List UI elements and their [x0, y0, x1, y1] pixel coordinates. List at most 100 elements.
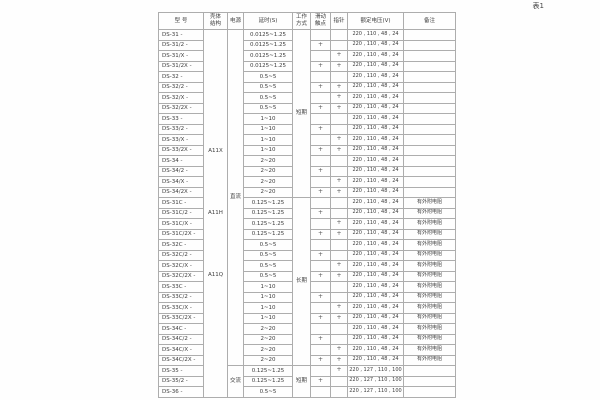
- table-row: DS-34/2X - 2~20 + +220 , 110 , 48 , 24: [158, 186, 456, 198]
- model-cell: DS-36 -: [158, 386, 204, 398]
- table-row: DS-33/X - 1~10 +220 , 110 , 48 , 24: [158, 134, 456, 146]
- voltage-cell: 220 , 110 , 48 , 24: [347, 312, 404, 324]
- slide-contact-mark: [310, 29, 331, 41]
- model-cell: DS-31C/2 -: [158, 207, 204, 219]
- note-cell: [403, 134, 456, 146]
- voltage-cell: 220 , 110 , 48 , 24: [347, 333, 404, 345]
- slide-contact-mark: [310, 281, 331, 293]
- pointer-mark: +: [330, 102, 348, 114]
- note-cell: [403, 81, 456, 93]
- table-row: DS-35 - 交流 0.125~1.25 短期 +220 , 127 , 110 , …: [158, 365, 456, 398]
- table-row: DS-32C/X - 0.5~5 +220 , 110 , 48 , 24 有外附电阻: [158, 260, 456, 272]
- shell-structure-label: A11H: [208, 210, 223, 217]
- delay-cell: 0.5~5: [243, 81, 293, 93]
- model-cell: DS-35 -: [158, 365, 204, 377]
- note-cell: 有外附电阻: [403, 344, 456, 356]
- model-cell: DS-33C/2 -: [158, 291, 204, 303]
- delay-cell: 2~20: [243, 333, 293, 345]
- table-row: DS-33C/2 - 1~10 +220 , 110 , 48 , 24 有外附电阻: [158, 291, 456, 303]
- slide-contact-mark: +: [310, 39, 331, 51]
- delay-cell: 0.5~5: [243, 249, 293, 261]
- slide-contact-mark: [310, 218, 331, 230]
- pointer-mark: +: [330, 302, 348, 314]
- note-cell: [403, 50, 456, 62]
- slide-contact-mark: [310, 155, 331, 167]
- delay-cell: 2~20: [243, 323, 293, 335]
- pointer-mark: +: [330, 312, 348, 324]
- slide-contact-mark: [310, 302, 331, 314]
- pointer-mark: [330, 155, 348, 167]
- note-cell: 有外附电阻: [403, 302, 456, 314]
- note-cell: [403, 186, 456, 198]
- voltage-cell: 220 , 110 , 48 , 24: [347, 239, 404, 251]
- voltage-cell: 220 , 110 , 48 , 24: [347, 344, 404, 356]
- pointer-mark: [330, 113, 348, 125]
- model-cell: DS-31/2X -: [158, 60, 204, 72]
- model-cell: DS-32/X -: [158, 92, 204, 104]
- note-cell: 有外附电阻: [403, 312, 456, 324]
- table-row: DS-36 - 0.5~5 220 , 127 , 110 , 100: [158, 386, 456, 398]
- note-cell: [403, 123, 456, 135]
- voltage-cell: 220 , 110 , 48 , 24: [347, 165, 404, 177]
- model-cell: DS-33/2X -: [158, 144, 204, 156]
- table-row: DS-33/2X - 1~10 + +220 , 110 , 48 , 24: [158, 144, 456, 156]
- model-cell: DS-33 -: [158, 113, 204, 125]
- table-caption: 表1: [532, 2, 544, 10]
- slide-contact-mark: +: [310, 333, 331, 345]
- table-row: DS-31/2 - 0.0125~1.25 +220 , 110 , 48 , 24: [158, 39, 456, 51]
- pointer-mark: +: [330, 176, 348, 188]
- voltage-cell: 220 , 110 , 48 , 24: [347, 144, 404, 156]
- delay-cell: 0.5~5: [243, 386, 293, 398]
- slide-contact-mark: +: [310, 186, 331, 198]
- voltage-cell: 220 , 110 , 48 , 24: [347, 291, 404, 303]
- shell-structure-stack: A11X A11H A11Q: [205, 30, 227, 396]
- note-cell: 有外附电阻: [403, 323, 456, 335]
- voltage-cell: 220 , 110 , 48 , 24: [347, 354, 404, 366]
- pointer-mark: +: [330, 134, 348, 146]
- note-cell: 有外附电阻: [403, 333, 456, 345]
- delay-cell: 0.125~1.25: [243, 207, 293, 219]
- slide-contact-mark: +: [310, 102, 331, 114]
- slide-contact-mark: [310, 92, 331, 104]
- pointer-mark: +: [330, 186, 348, 198]
- voltage-cell: 220 , 110 , 48 , 24: [347, 155, 404, 167]
- pointer-mark: [330, 281, 348, 293]
- voltage-cell: 220 , 110 , 48 , 24: [347, 39, 404, 51]
- work-mode-cell: 短期: [292, 365, 311, 398]
- table-row: DS-34C/X - 2~20 +220 , 110 , 48 , 24 有外附电阻: [158, 344, 456, 356]
- note-cell: [403, 113, 456, 125]
- voltage-cell: 220 , 127 , 110 , 100: [347, 365, 404, 377]
- voltage-cell: 220 , 110 , 48 , 24: [347, 302, 404, 314]
- voltage-cell: 220 , 127 , 110 , 100: [347, 375, 404, 387]
- slide-contact-mark: +: [310, 123, 331, 135]
- voltage-cell: 220 , 110 , 48 , 24: [347, 186, 404, 198]
- note-cell: 有外附电阻: [403, 260, 456, 272]
- model-cell: DS-33C/2X -: [158, 312, 204, 324]
- note-cell: 有外附电阻: [403, 291, 456, 303]
- delay-cell: 0.125~1.25: [243, 228, 293, 240]
- model-cell: DS-31C/X -: [158, 218, 204, 230]
- delay-cell: 0.125~1.25: [243, 218, 293, 230]
- table-row: DS-34/X - 2~20 +220 , 110 , 48 , 24: [158, 176, 456, 188]
- pointer-mark: +: [330, 365, 348, 377]
- voltage-cell: 220 , 110 , 48 , 24: [347, 92, 404, 104]
- table-row: DS-31C/2X - 0.125~1.25 + +220 , 110 , 48 , …: [158, 228, 456, 240]
- model-cell: DS-32 -: [158, 71, 204, 83]
- delay-cell: 1~10: [243, 302, 293, 314]
- header-pointer: 指针: [330, 12, 348, 30]
- voltage-cell: 220 , 110 , 48 , 24: [347, 218, 404, 230]
- header-work-mode: 工作 方式: [292, 12, 311, 30]
- voltage-cell: 220 , 110 , 48 , 24: [347, 281, 404, 293]
- delay-cell: 2~20: [243, 155, 293, 167]
- note-cell: [403, 71, 456, 83]
- slide-contact-mark: [310, 323, 331, 335]
- voltage-cell: 220 , 110 , 48 , 24: [347, 102, 404, 114]
- note-cell: [403, 29, 456, 41]
- pointer-mark: [330, 333, 348, 345]
- model-cell: DS-33/X -: [158, 134, 204, 146]
- model-cell: DS-34C -: [158, 323, 204, 335]
- note-cell: 有外附电阻: [403, 228, 456, 240]
- model-cell: DS-31 -: [158, 29, 204, 41]
- pointer-mark: +: [330, 92, 348, 104]
- slide-contact-mark: +: [310, 249, 331, 261]
